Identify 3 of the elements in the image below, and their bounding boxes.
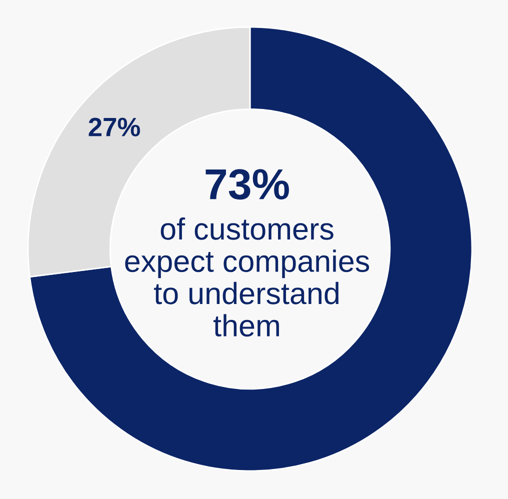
- text: of customers expect companies to understand them: [125, 217, 370, 337]
- data-label: 27%: [88, 118, 140, 136]
- text: 73%: [206, 169, 289, 200]
